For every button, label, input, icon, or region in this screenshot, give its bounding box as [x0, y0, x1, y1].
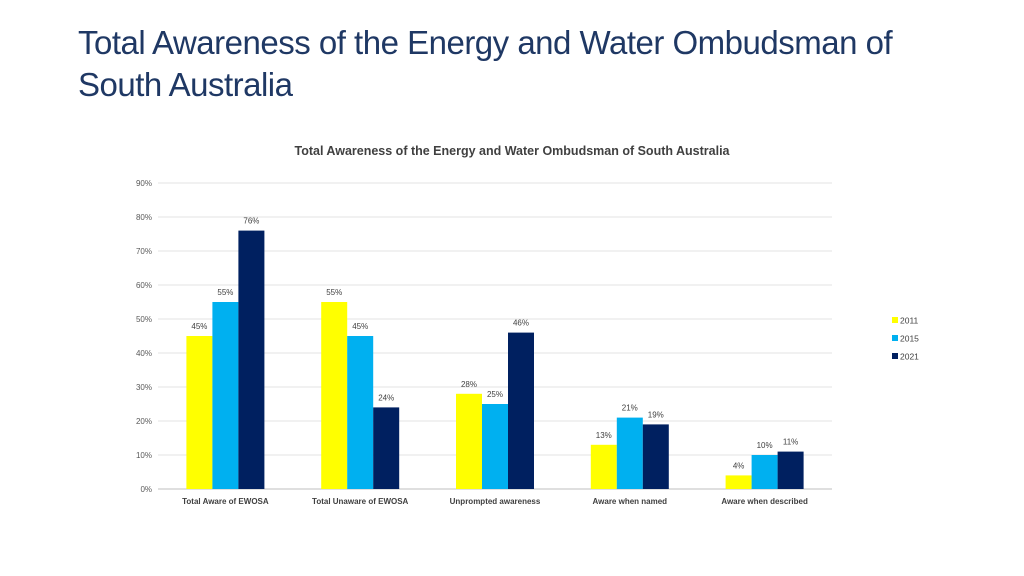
legend-swatch-2015	[892, 335, 898, 341]
data-label-2015-3: 25%	[487, 390, 503, 399]
data-label-2015-1: 55%	[217, 288, 233, 297]
bar-2015-1	[212, 302, 239, 489]
legend-label-2021: 2021	[900, 352, 919, 362]
y-tick-label: 60%	[136, 281, 152, 290]
category-label: Unprompted awareness	[450, 497, 541, 506]
data-label-2011-4: 13%	[596, 431, 612, 440]
data-label-2011-2: 55%	[326, 288, 342, 297]
y-tick-label: 20%	[136, 417, 152, 426]
bar-2011-4	[590, 444, 617, 489]
data-label-2021-4: 19%	[648, 410, 664, 419]
bar-2021-1	[238, 230, 265, 489]
bar-2015-5	[751, 455, 778, 489]
x-axis-categories: Total Aware of EWOSA Total Unaware of EWO…	[182, 497, 808, 506]
y-tick-label: 10%	[136, 451, 152, 460]
data-label-2021-2: 24%	[378, 393, 394, 402]
y-tick-label: 90%	[136, 179, 152, 188]
legend-label-2011: 2011	[900, 316, 919, 326]
data-label-2011-3: 28%	[461, 380, 477, 389]
bar-2011-5	[725, 475, 752, 489]
data-label-2015-5: 10%	[757, 441, 773, 450]
y-tick-label: 70%	[136, 247, 152, 256]
data-labels: 45% 55% 76% 55% 45% 24% 28% 25% 46% 13% 21% 19% 4% 10…	[191, 217, 798, 471]
category-label: Total Aware of EWOSA	[182, 497, 269, 506]
y-axis-ticks: 0% 10% 20% 30% 40% 50% 60% 70% 80% 90%	[136, 179, 152, 494]
data-label-2015-4: 21%	[622, 404, 638, 413]
category-label: Total Unaware of EWOSA	[312, 497, 409, 506]
data-label-2011-1: 45%	[191, 322, 207, 331]
y-tick-label: 50%	[136, 315, 152, 324]
bar-2011-2	[321, 302, 348, 489]
chart-title: Total Awareness of the Energy and Water …	[294, 144, 730, 158]
data-label-2021-5: 11%	[783, 438, 798, 447]
y-tick-label: 0%	[140, 485, 152, 494]
bar-2011-1	[186, 336, 213, 489]
legend-label-2015: 2015	[900, 334, 919, 344]
legend: 2011 2015 2021	[892, 316, 919, 362]
slide-title: Total Awareness of the Energy and Water …	[78, 22, 978, 106]
slide-title-line-2: South Australia	[78, 66, 293, 103]
bar-2015-3	[482, 404, 508, 489]
data-label-2021-1: 76%	[243, 217, 259, 226]
y-tick-label: 30%	[136, 383, 152, 392]
slide-title-line-1: Total Awareness of the Energy and Water …	[78, 24, 893, 61]
bar-2011-3	[456, 393, 482, 489]
y-tick-label: 40%	[136, 349, 152, 358]
bars	[186, 230, 804, 489]
bar-2021-4	[642, 424, 669, 489]
data-label-2015-2: 45%	[352, 322, 368, 331]
bar-2015-2	[347, 336, 374, 489]
legend-swatch-2011	[892, 317, 898, 323]
category-label: Aware when named	[593, 497, 668, 506]
bar-2015-4	[616, 417, 643, 489]
bar-2021-5	[777, 451, 804, 489]
data-label-2011-5: 4%	[733, 461, 745, 470]
category-label: Aware when described	[721, 497, 808, 506]
bar-2021-2	[373, 407, 400, 489]
bar-2021-3	[508, 332, 534, 489]
y-tick-label: 80%	[136, 213, 152, 222]
legend-swatch-2021	[892, 353, 898, 359]
data-label-2021-3: 46%	[513, 319, 529, 328]
